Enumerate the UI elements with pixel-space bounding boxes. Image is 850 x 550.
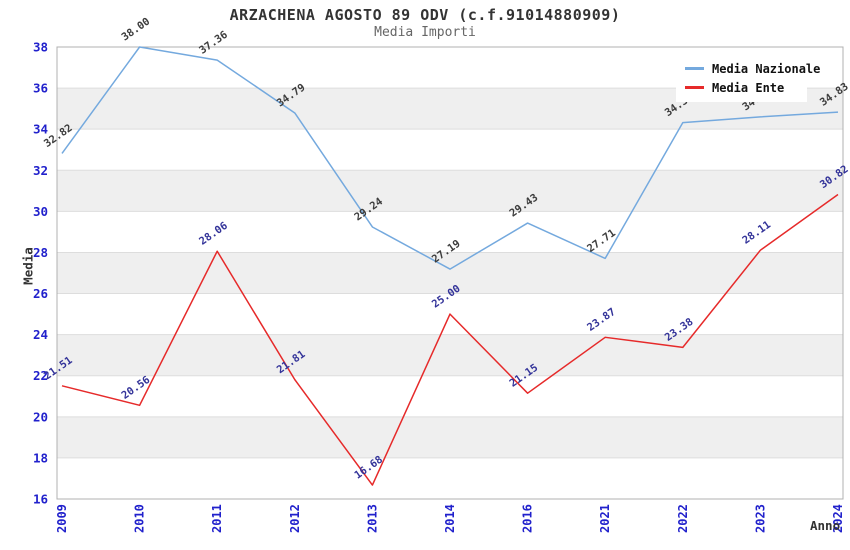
grid-band xyxy=(57,170,843,212)
y-tick-label: 16 xyxy=(33,492,48,507)
legend-swatch-media-ente-icon xyxy=(685,86,704,89)
y-tick-label: 30 xyxy=(33,204,48,219)
x-tick-label: 2013 xyxy=(365,504,379,533)
legend-item-media-nazionale: Media Nazionale xyxy=(685,59,820,78)
y-tick-label: 38 xyxy=(33,40,48,55)
x-tick-label: 2023 xyxy=(753,504,767,533)
x-tick-label: 2009 xyxy=(55,504,69,533)
y-tick-label: 18 xyxy=(33,450,48,465)
y-axis-title: Media xyxy=(20,247,36,285)
y-tick-label: 36 xyxy=(33,81,48,96)
x-tick-label: 2024 xyxy=(831,504,845,533)
x-tick-label: 2021 xyxy=(598,504,612,533)
data-label: 23.87 xyxy=(585,306,618,334)
y-tick-label: 26 xyxy=(33,286,48,301)
plot-border xyxy=(56,46,844,500)
data-label: 28.06 xyxy=(197,220,230,248)
grid-band xyxy=(57,416,843,458)
data-label: 20.56 xyxy=(119,374,152,402)
data-label: 28.11 xyxy=(740,219,773,247)
y-tick-label: 34 xyxy=(33,122,48,137)
x-tick-label: 2010 xyxy=(133,504,147,533)
x-tick-label: 2016 xyxy=(521,504,535,533)
legend-item-media-ente: Media Ente xyxy=(685,78,807,97)
grid-band xyxy=(57,334,843,376)
y-tick-label: 24 xyxy=(33,327,48,342)
y-tick-label: 28 xyxy=(33,245,48,260)
legend-label: Media Ente xyxy=(712,80,785,95)
y-tick-label: 22 xyxy=(33,368,48,383)
y-tick-label: 20 xyxy=(33,409,48,424)
legend: Media Nazionale Media Ente xyxy=(676,54,820,102)
x-tick-label: 2012 xyxy=(288,504,302,533)
chart-subtitle: Media Importi xyxy=(374,25,476,40)
y-tick-label: 32 xyxy=(33,163,48,178)
x-tick-label: 2011 xyxy=(210,504,224,533)
legend-label: Media Nazionale xyxy=(712,61,821,76)
data-label: 27.71 xyxy=(585,227,618,255)
series-line-media-nazionale xyxy=(61,46,839,270)
chart-title: ARZACHENA AGOSTO 89 ODV (c.f.91014880909… xyxy=(229,6,621,24)
series-line-media-ente xyxy=(61,193,839,486)
grid-band xyxy=(57,252,843,294)
legend-swatch-media-nazionale-icon xyxy=(685,67,704,70)
x-tick-label: 2022 xyxy=(676,504,690,533)
x-tick-label: 2014 xyxy=(443,504,457,533)
x-axis-title: Anno xyxy=(810,518,841,533)
